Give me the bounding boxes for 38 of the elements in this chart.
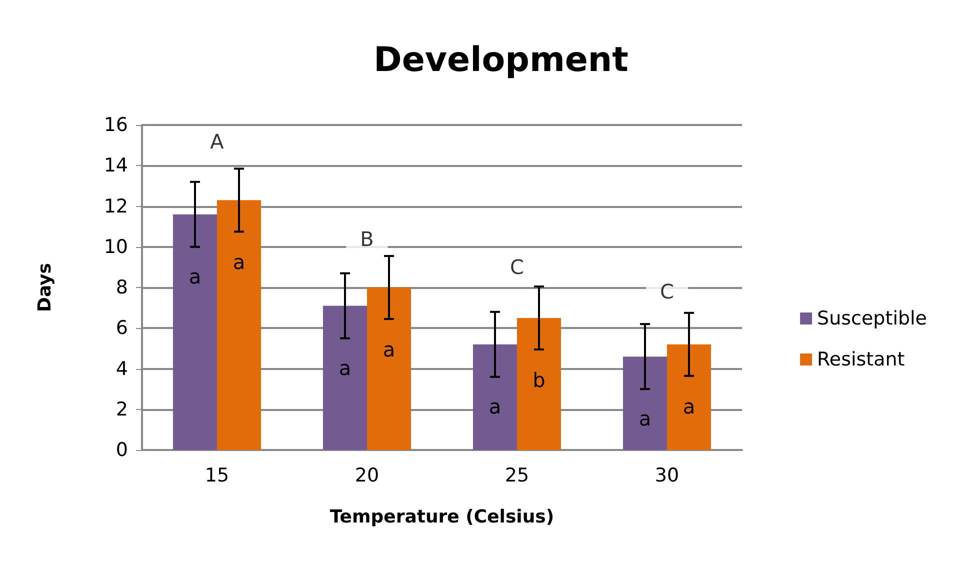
bar bbox=[367, 288, 411, 450]
x-axis-title: Temperature (Celsius) bbox=[330, 506, 554, 528]
x-tick-label: 20 bbox=[354, 464, 380, 486]
x-tick-label: 25 bbox=[504, 464, 530, 486]
x-tick-label: 30 bbox=[654, 464, 680, 486]
annotation: C bbox=[660, 280, 674, 304]
y-axis-title: Days bbox=[34, 263, 56, 312]
annotation: C bbox=[510, 255, 524, 280]
y-tick-label: 8 bbox=[116, 276, 128, 298]
legend-label: Resistant bbox=[817, 348, 905, 370]
legend-label: Susceptible bbox=[817, 308, 928, 330]
data-label: a bbox=[638, 406, 652, 431]
data-label: a bbox=[682, 394, 696, 418]
data-label: a bbox=[188, 264, 202, 288]
data-label: a bbox=[488, 394, 502, 418]
data-label: a bbox=[382, 338, 396, 362]
y-tick-label: 6 bbox=[116, 317, 128, 340]
y-tick-label: 0 bbox=[116, 439, 128, 461]
bar bbox=[517, 318, 561, 450]
data-label: a bbox=[338, 356, 352, 380]
y-tick-label: 2 bbox=[116, 398, 128, 420]
bar bbox=[473, 344, 517, 450]
y-tick-label: 16 bbox=[104, 114, 128, 136]
bar bbox=[323, 306, 367, 450]
bar bbox=[217, 200, 261, 450]
bar bbox=[173, 214, 217, 450]
x-tick-label: 15 bbox=[204, 464, 230, 486]
y-tick-label: 12 bbox=[104, 195, 128, 218]
data-label: b bbox=[532, 368, 546, 392]
bar bbox=[667, 344, 711, 450]
bar bbox=[623, 356, 667, 450]
y-tick-label: 10 bbox=[104, 236, 128, 258]
y-tick-label: 4 bbox=[116, 358, 128, 380]
y-tick-label: 14 bbox=[104, 154, 128, 177]
annotation: A bbox=[210, 129, 224, 154]
data-label: a bbox=[232, 250, 246, 274]
annotation: B bbox=[360, 226, 374, 251]
chart-title: Development bbox=[374, 40, 628, 80]
